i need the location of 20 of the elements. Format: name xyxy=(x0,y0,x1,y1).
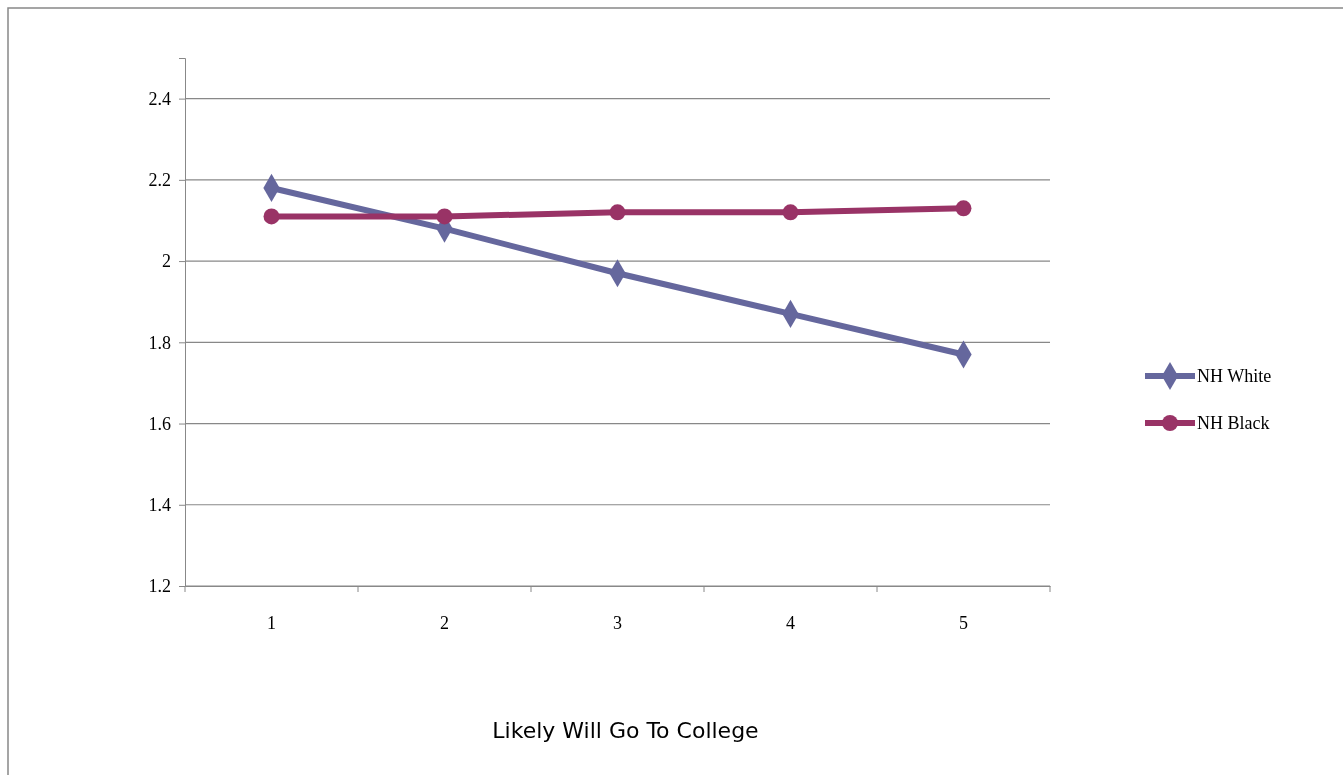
x-tick-label: 3 xyxy=(613,612,622,633)
x-tick-label: 1 xyxy=(267,612,276,633)
y-tick-label: 1.2 xyxy=(148,576,171,597)
y-tick-label: 1.8 xyxy=(148,332,171,353)
x-axis-title: Likely Will Go To College xyxy=(492,718,759,743)
x-tick-label: 2 xyxy=(440,612,449,633)
y-tick-label: 2.2 xyxy=(148,170,171,191)
point xyxy=(436,208,453,225)
x-tick-label: 4 xyxy=(786,612,795,633)
y-tick-label: 2 xyxy=(162,251,171,272)
y-tick-label: 1.4 xyxy=(148,495,171,516)
y-tick-label: 2.4 xyxy=(148,88,171,109)
point xyxy=(782,204,799,221)
y-tick-label: 1.6 xyxy=(148,413,171,434)
x-tick-label: 5 xyxy=(959,612,968,633)
point xyxy=(263,208,280,225)
legend-label: NH White xyxy=(1197,366,1272,386)
legend-label: NH Black xyxy=(1197,413,1270,433)
point xyxy=(609,204,626,221)
point xyxy=(955,200,972,217)
